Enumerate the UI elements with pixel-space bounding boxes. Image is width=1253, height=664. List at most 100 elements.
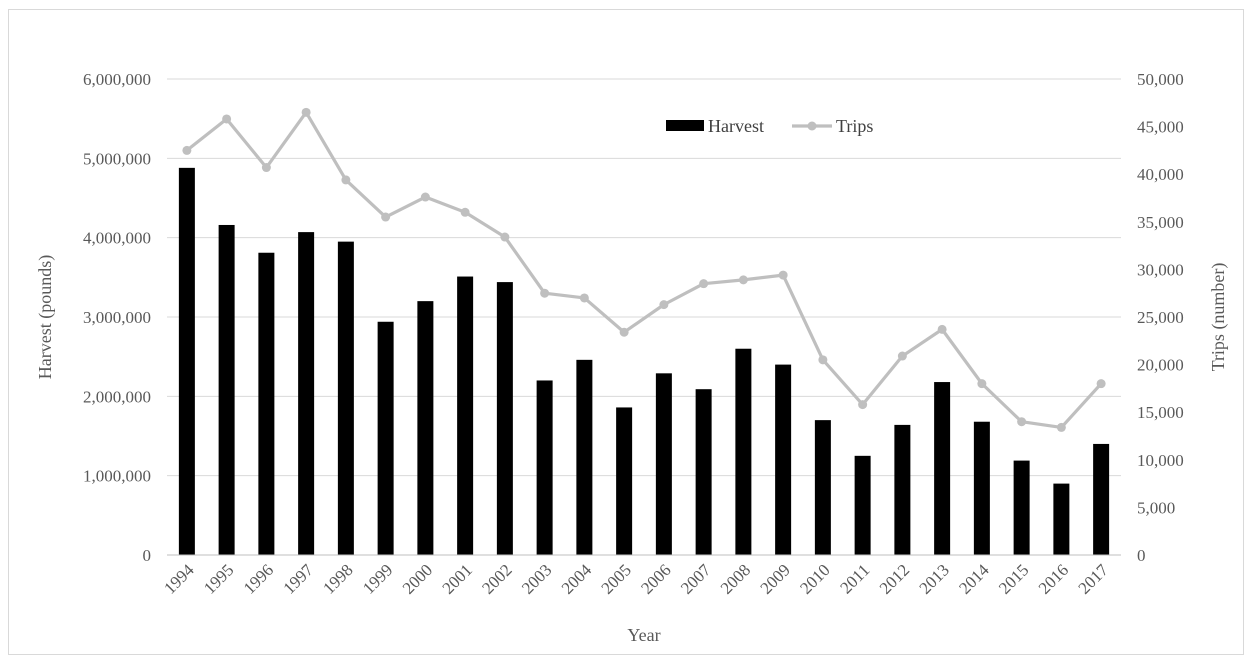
trips-point: [937, 324, 947, 334]
x-tick-label: 2010: [796, 560, 833, 597]
harvest-bar: [1053, 483, 1070, 555]
y2-tick-label: 5,000: [1137, 498, 1175, 517]
harvest-bar: [973, 421, 990, 555]
y-tick-label: 1,000,000: [83, 467, 151, 486]
trips-line: [182, 107, 1106, 432]
harvest-bar: [894, 424, 911, 555]
harvest-bar: [536, 380, 553, 555]
harvest-bar: [854, 455, 871, 555]
gridlines: [167, 78, 1121, 477]
trips-point: [619, 327, 629, 337]
x-tick-label: 2001: [438, 560, 475, 597]
x-tick-label: 2004: [558, 560, 596, 598]
harvest-bar: [457, 276, 474, 555]
x-axis-title: Year: [627, 625, 660, 645]
x-tick-label: 2002: [478, 560, 515, 597]
harvest-bar: [496, 282, 513, 555]
harvest-bar: [735, 348, 752, 555]
legend-harvest-swatch: [666, 120, 704, 131]
trips-point: [261, 163, 271, 173]
y-tick-label: 0: [143, 546, 152, 565]
trips-point: [301, 107, 311, 117]
y-tick-label: 5,000,000: [83, 149, 151, 168]
trips-point: [579, 293, 589, 303]
x-tick-label: 1997: [279, 560, 317, 598]
harvest-bar: [1093, 443, 1110, 555]
y2-tick-label: 15,000: [1137, 403, 1184, 422]
harvest-bar: [178, 167, 195, 555]
y-tick-label: 6,000,000: [83, 70, 151, 89]
legend: Harvest Trips: [666, 116, 873, 136]
x-tick-label: 2012: [876, 560, 913, 597]
x-tick-label: 2011: [836, 560, 873, 597]
y-tick-label: 2,000,000: [83, 387, 151, 406]
x-tick-label: 2003: [518, 560, 555, 597]
x-tick-label: 1994: [160, 560, 198, 598]
trips-point: [897, 351, 907, 361]
legend-trips-label: Trips: [836, 116, 873, 136]
trips-point: [381, 212, 391, 222]
trips-point: [659, 300, 669, 310]
y2-tick-label: 45,000: [1137, 118, 1184, 137]
y2-axis-title: Trips (number): [1208, 263, 1229, 372]
harvest-bar: [218, 224, 235, 555]
trips-point: [420, 192, 430, 202]
harvest-bar: [934, 382, 951, 555]
x-tick-label: 2009: [756, 560, 793, 597]
x-tick-label: 2000: [399, 560, 436, 597]
x-tick-label: 2016: [1035, 560, 1072, 597]
trips-point: [460, 207, 470, 217]
harvest-bar: [1013, 460, 1030, 555]
x-tick-label: 2006: [637, 560, 674, 597]
harvest-bar: [337, 241, 354, 555]
axes: 0 1,000,000 2,000,000 3,000,000 4,000,000 5,0…: [35, 70, 1229, 645]
y2-tick-label: 40,000: [1137, 165, 1184, 184]
trips-point: [858, 400, 868, 410]
harvest-bar: [695, 389, 712, 555]
trips-point: [341, 175, 351, 185]
x-tick-label: 1999: [359, 560, 396, 597]
trips-point: [977, 379, 987, 389]
harvest-bar: [258, 252, 275, 556]
y2-tick-label: 50,000: [1137, 70, 1184, 89]
harvest-bar: [775, 364, 792, 555]
x-tick-label: 2007: [677, 560, 715, 598]
x-tick-label: 2014: [955, 560, 993, 598]
trips-point: [1096, 379, 1106, 389]
x-tick-label: 2008: [717, 560, 754, 597]
y-tick-label: 4,000,000: [83, 229, 151, 248]
harvest-bars: [178, 167, 1110, 556]
harvest-bar: [576, 359, 593, 555]
trips-line-path: [185, 110, 1103, 430]
y2-tick-label: 10,000: [1137, 451, 1184, 470]
harvest-bar: [298, 232, 315, 555]
trips-point: [1017, 417, 1027, 427]
x-tick-label: 2013: [915, 560, 952, 597]
legend-harvest-label: Harvest: [708, 116, 764, 136]
y-tick-label: 3,000,000: [83, 308, 151, 327]
trips-point: [222, 114, 232, 124]
trips-point: [1056, 422, 1066, 432]
harvest-bar: [814, 420, 831, 555]
chart-frame: [8, 9, 1244, 655]
y2-tick-label: 25,000: [1137, 308, 1184, 327]
harvest-bar: [616, 407, 633, 555]
x-tick-label: 1995: [200, 560, 237, 597]
harvest-bar: [655, 373, 672, 555]
y2-tick-label: 0: [1137, 546, 1146, 565]
x-tick-label: 2005: [597, 560, 634, 597]
x-tick-label: 1998: [319, 560, 356, 597]
trips-point: [778, 270, 788, 280]
trips-point: [699, 279, 709, 289]
y2-tick-label: 20,000: [1137, 356, 1184, 375]
x-tick-label: 1996: [240, 560, 277, 597]
trips-point: [540, 288, 550, 298]
trips-point: [738, 275, 748, 285]
trips-point: [818, 355, 828, 365]
y-axis-title: Harvest (pounds): [35, 255, 56, 379]
harvest-bar: [377, 321, 394, 555]
trips-point: [500, 232, 510, 242]
x-tick-label: 2015: [995, 560, 1032, 597]
y2-tick-label: 30,000: [1137, 260, 1184, 279]
